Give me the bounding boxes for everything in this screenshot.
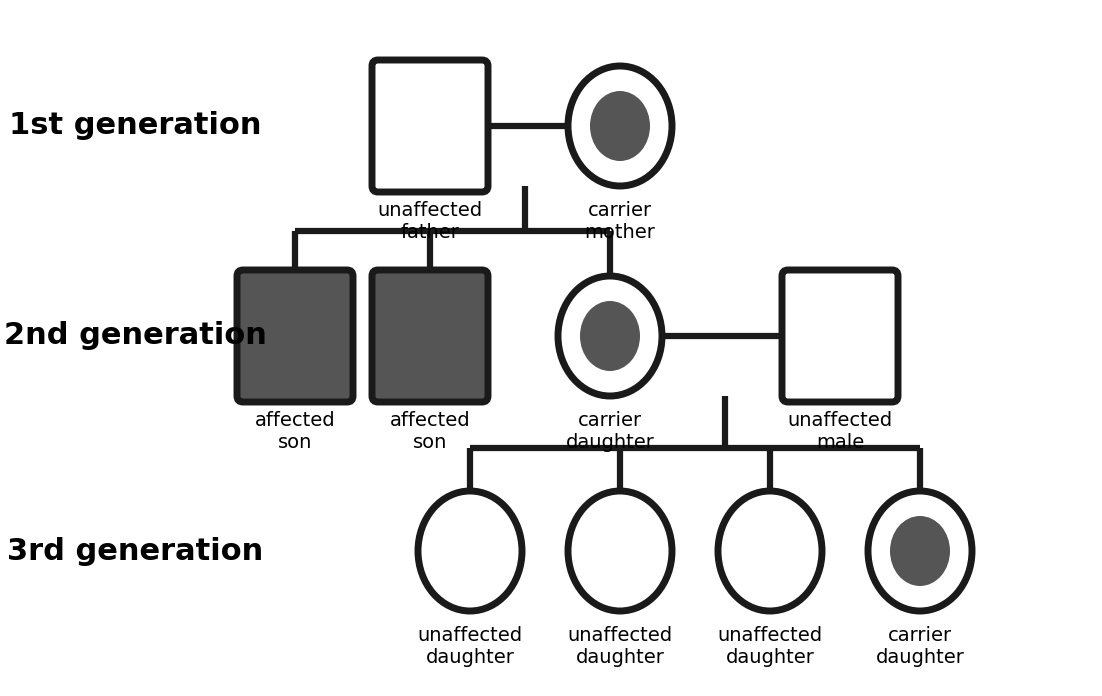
Ellipse shape [558,276,662,396]
FancyBboxPatch shape [237,270,353,402]
Text: unaffected
father: unaffected father [378,201,483,242]
Ellipse shape [868,491,972,611]
Text: affected
son: affected son [390,411,471,452]
FancyBboxPatch shape [372,60,488,192]
Ellipse shape [590,91,650,161]
Text: 2nd generation: 2nd generation [3,322,267,351]
Text: affected
son: affected son [255,411,335,452]
Text: 3rd generation: 3rd generation [7,537,263,565]
FancyBboxPatch shape [372,270,488,402]
Text: unaffected
daughter: unaffected daughter [568,626,672,667]
Ellipse shape [890,516,950,586]
Text: carrier
daughter: carrier daughter [876,626,964,667]
FancyBboxPatch shape [782,270,898,402]
Ellipse shape [418,491,522,611]
Ellipse shape [580,301,640,371]
Text: unaffected
male: unaffected male [788,411,893,452]
Ellipse shape [719,491,822,611]
Text: carrier
mother: carrier mother [584,201,656,242]
Text: 1st generation: 1st generation [9,111,261,141]
Text: carrier
daughter: carrier daughter [565,411,655,452]
Text: unaffected
daughter: unaffected daughter [717,626,822,667]
Ellipse shape [568,491,672,611]
Ellipse shape [568,66,672,186]
Text: unaffected
daughter: unaffected daughter [418,626,522,667]
